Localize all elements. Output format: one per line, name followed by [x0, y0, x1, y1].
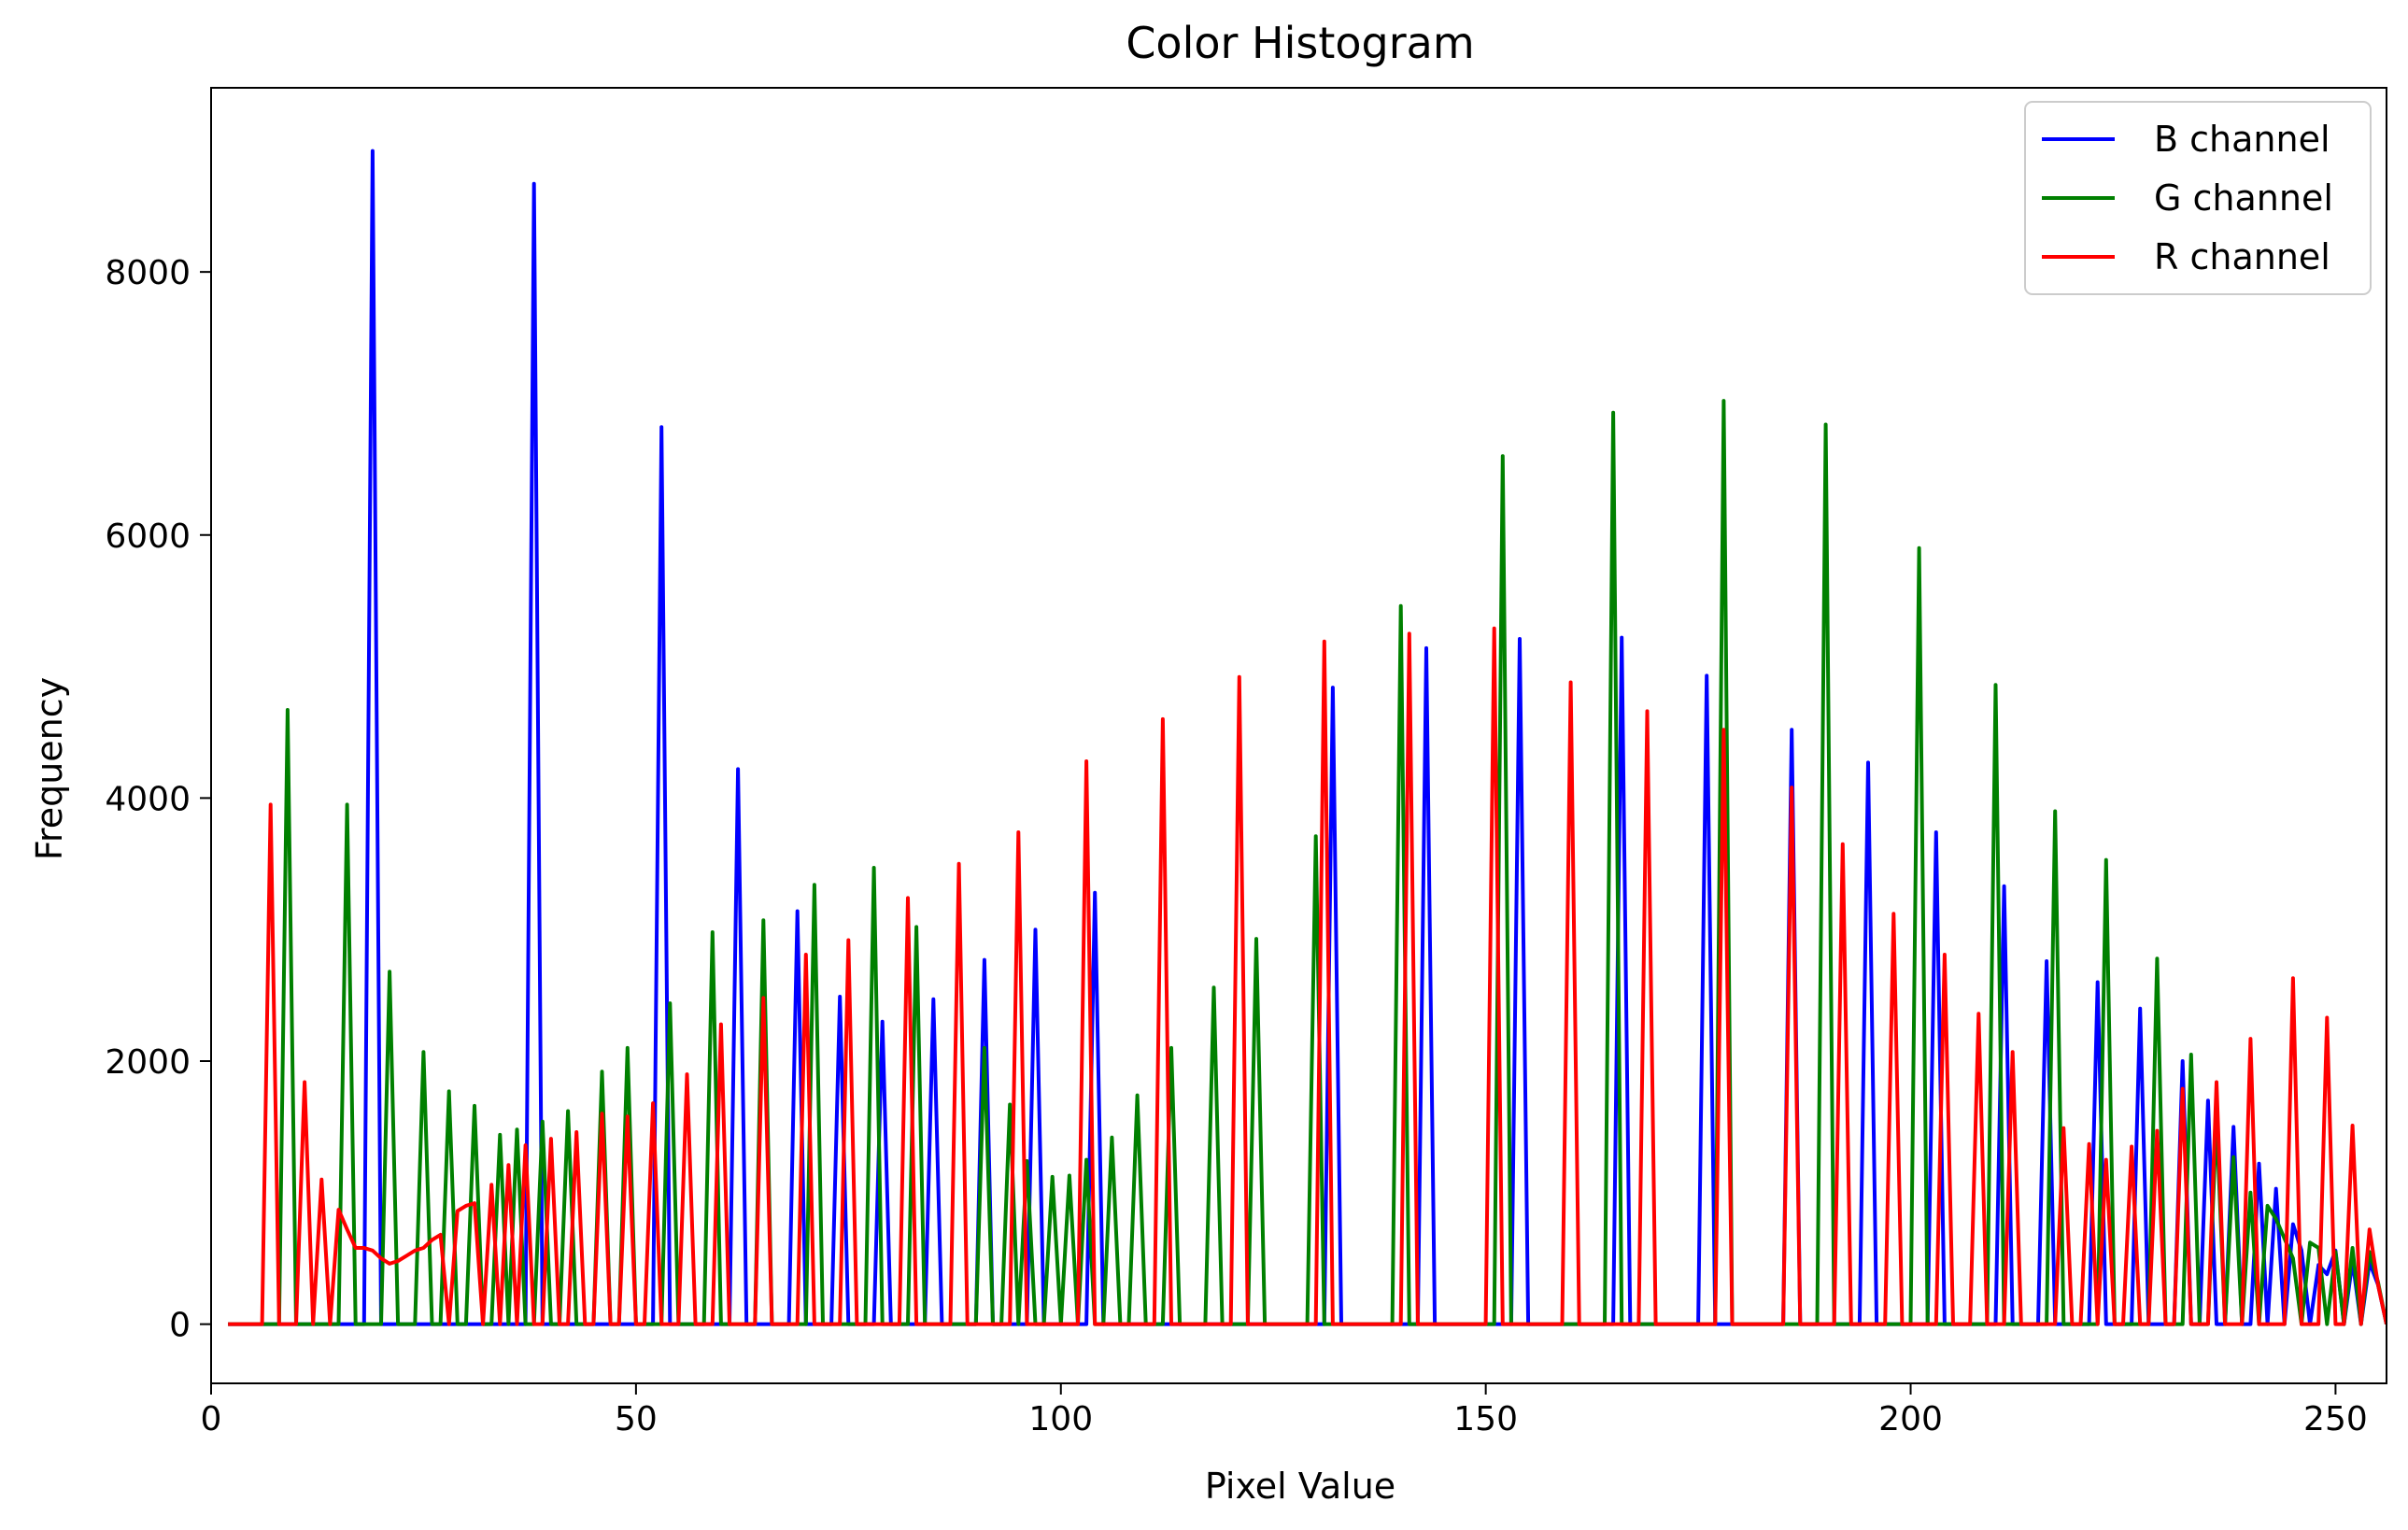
x-tick-label: 0 [201, 1400, 222, 1438]
y-tick-label: 0 [169, 1307, 191, 1345]
series-lines [228, 149, 2387, 1326]
x-tick-label: 250 [2303, 1400, 2368, 1438]
y-tick-label: 6000 [105, 517, 191, 556]
chart-title: Color Histogram [1126, 18, 1474, 68]
legend-box [2024, 101, 2372, 295]
x-tick-label: 150 [1453, 1400, 1518, 1438]
y-axis-label: Frequency [29, 677, 70, 860]
x-tick-label: 200 [1878, 1400, 1943, 1438]
x-axis-label: Pixel Value [1205, 1466, 1395, 1507]
y-tick-label: 4000 [105, 780, 191, 818]
legend-label: R channel [2154, 236, 2330, 277]
x-axis: 0 50 100 150 200 250 [201, 1383, 2368, 1438]
y-tick-label: 8000 [105, 254, 191, 292]
legend: B channel G channel R channel [2024, 101, 2372, 295]
legend-label: G channel [2154, 177, 2333, 219]
x-tick-label: 100 [1028, 1400, 1093, 1438]
plot-frame [210, 87, 2387, 1384]
x-tick-label: 50 [615, 1400, 658, 1438]
y-axis: 0 2000 4000 6000 8000 [105, 254, 211, 1345]
legend-label: B channel [2154, 119, 2330, 160]
plot-area [210, 87, 2387, 1384]
y-tick-label: 2000 [105, 1043, 191, 1082]
series-line-r-channel [228, 626, 2387, 1326]
